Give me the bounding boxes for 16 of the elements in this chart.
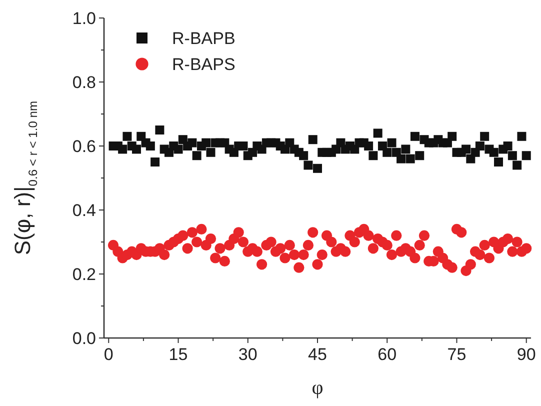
x-tick-label: 15 bbox=[168, 345, 188, 364]
y-tick-label: 0.4 bbox=[72, 200, 96, 220]
y-tick-label: 0.6 bbox=[72, 136, 96, 156]
y-tick-label: 0.2 bbox=[72, 264, 96, 284]
y-tick-label: 0.0 bbox=[72, 328, 96, 348]
x-tick-label: 30 bbox=[238, 345, 258, 364]
x-tick-label: 60 bbox=[378, 345, 397, 364]
legend-label: R-BAPS bbox=[172, 54, 236, 74]
x-tick-label: 0 bbox=[104, 345, 114, 364]
x-tick-label: 90 bbox=[516, 345, 536, 364]
x-tick-label: 45 bbox=[308, 345, 327, 364]
y-tick-label: 0.8 bbox=[72, 72, 96, 92]
x-axis-title: φ bbox=[312, 377, 324, 399]
x-tick-label: 75 bbox=[447, 345, 466, 364]
y-tick-label: 1.0 bbox=[72, 8, 96, 28]
legend-label: R-BAPB bbox=[172, 28, 236, 48]
